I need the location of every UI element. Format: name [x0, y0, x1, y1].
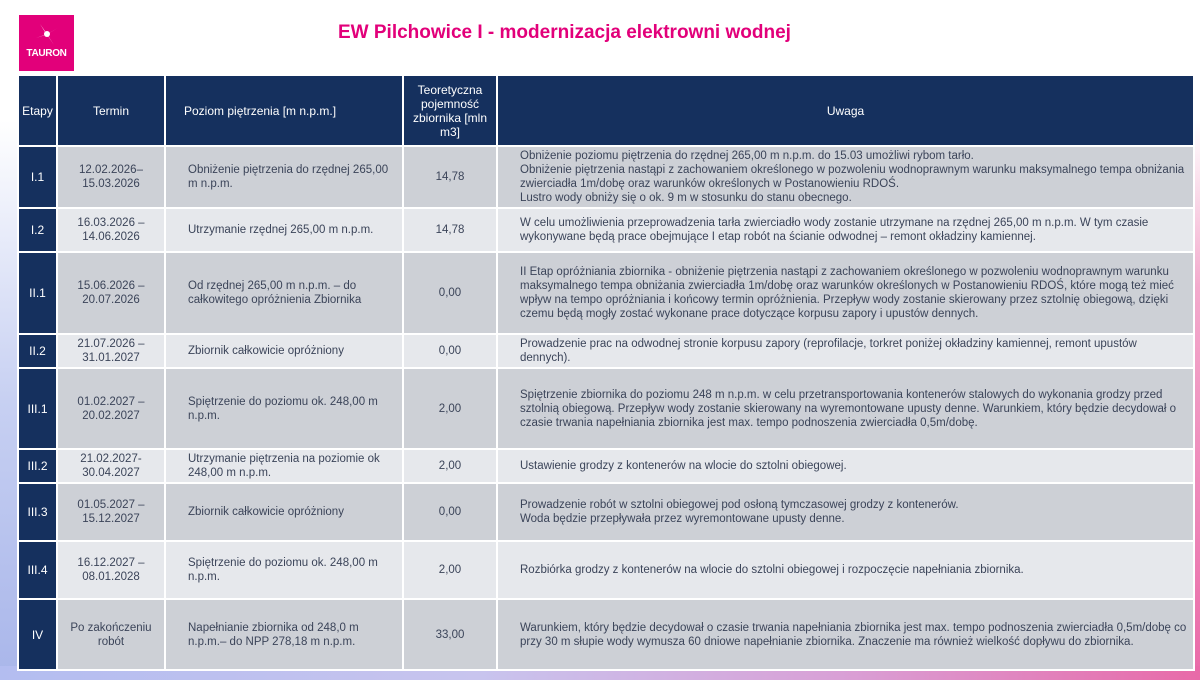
- notes-cell: Prowadzenie prac na odwodnej stronie kor…: [496, 333, 1195, 369]
- logo-brand-text: TAURON: [26, 48, 67, 59]
- stage-id-cell: III.4: [17, 540, 58, 600]
- capacity-cell: 2,00: [402, 540, 498, 600]
- capacity-cell: 2,00: [402, 367, 498, 450]
- tauron-logo: TAURON: [19, 15, 74, 71]
- water-level-cell: Od rzędnej 265,00 m n.p.m. – do całkowit…: [164, 251, 404, 335]
- capacity-cell: 0,00: [402, 251, 498, 335]
- header-poziom: Poziom piętrzenia [m n.p.m.]: [164, 74, 404, 147]
- notes-cell: W celu umożliwienia przeprowadzenia tarł…: [496, 207, 1195, 253]
- header-etapy: Etapy: [17, 74, 58, 147]
- notes-cell: Rozbiórka grodzy z kontenerów na wlocie …: [496, 540, 1195, 600]
- date-range-cell: 16.03.2026 – 14.06.2026: [56, 207, 166, 253]
- notes-cell: Ustawienie grodzy z kontenerów na wlocie…: [496, 448, 1195, 484]
- table-row: IV Po zakończeniu robót Napełnianie zbiorn…: [17, 598, 1195, 671]
- date-range-cell: 21.02.2027- 30.04.2027: [56, 448, 166, 484]
- table-row: I.2 16.03.2026 – 14.06.2026 Utrzymanie rzę…: [17, 207, 1195, 253]
- stage-id-cell: II.2: [17, 333, 58, 369]
- water-level-cell: Zbiornik całkowicie opróżniony: [164, 482, 404, 542]
- schedule-table: Etapy Termin Poziom piętrzenia [m n.p.m.…: [17, 74, 1195, 671]
- table-row: I.1 12.02.2026– 15.03.2026 Obniżenie piętr…: [17, 145, 1195, 209]
- stage-id-cell: IV: [17, 598, 58, 671]
- water-level-cell: Utrzymanie piętrzenia na poziomie ok 248…: [164, 448, 404, 484]
- date-range-cell: 21.07.2026 – 31.01.2027: [56, 333, 166, 369]
- capacity-cell: 0,00: [402, 333, 498, 369]
- table-header-row: Etapy Termin Poziom piętrzenia [m n.p.m.…: [17, 74, 1195, 147]
- water-level-cell: Utrzymanie rzędnej 265,00 m n.p.m.: [164, 207, 404, 253]
- capacity-cell: 14,78: [402, 145, 498, 209]
- date-range-cell: Po zakończeniu robót: [56, 598, 166, 671]
- table-row: III.3 01.05.2027 – 15.12.2027 Zbiornik cał…: [17, 482, 1195, 542]
- tauron-star-icon: [35, 24, 58, 45]
- date-range-cell: 12.02.2026– 15.03.2026: [56, 145, 166, 209]
- date-range-cell: 15.06.2026 – 20.07.2026: [56, 251, 166, 335]
- notes-cell: II Etap opróżniania zbiornika - obniżeni…: [496, 251, 1195, 335]
- water-level-cell: Spiętrzenie do poziomu ok. 248,00 m n.p.…: [164, 540, 404, 600]
- notes-cell: Warunkiem, który będzie decydował o czas…: [496, 598, 1195, 671]
- capacity-cell: 0,00: [402, 482, 498, 542]
- table-row: III.2 21.02.2027- 30.04.2027 Utrzymanie pi…: [17, 448, 1195, 484]
- stage-id-cell: II.1: [17, 251, 58, 335]
- stage-id-cell: III.1: [17, 367, 58, 450]
- stage-id-cell: III.3: [17, 482, 58, 542]
- water-level-cell: Zbiornik całkowicie opróżniony: [164, 333, 404, 369]
- capacity-cell: 2,00: [402, 448, 498, 484]
- header-termin: Termin: [56, 74, 166, 147]
- date-range-cell: 01.05.2027 – 15.12.2027: [56, 482, 166, 542]
- page-title: EW Pilchowice I - modernizacja elektrown…: [338, 22, 791, 43]
- capacity-cell: 14,78: [402, 207, 498, 253]
- date-range-cell: 01.02.2027 – 20.02.2027: [56, 367, 166, 450]
- notes-cell: Obniżenie poziomu piętrzenia do rzędnej …: [496, 145, 1195, 209]
- stage-id-cell: I.2: [17, 207, 58, 253]
- date-range-cell: 16.12.2027 – 08.01.2028: [56, 540, 166, 600]
- table-row: III.4 16.12.2027 – 08.01.2028 Spiętrzenie …: [17, 540, 1195, 600]
- water-level-cell: Obniżenie piętrzenia do rzędnej 265,00 m…: [164, 145, 404, 209]
- stage-id-cell: III.2: [17, 448, 58, 484]
- table-row: II.1 15.06.2026 – 20.07.2026 Od rzędnej 26…: [17, 251, 1195, 335]
- table-row: II.2 21.07.2026 – 31.01.2027 Zbiornik całk…: [17, 333, 1195, 369]
- water-level-cell: Napełnianie zbiornika od 248,0 m n.p.m.–…: [164, 598, 404, 671]
- header-uwaga: Uwaga: [496, 74, 1195, 147]
- stage-id-cell: I.1: [17, 145, 58, 209]
- table-row: III.1 01.02.2027 – 20.02.2027 Spiętrzenie …: [17, 367, 1195, 450]
- notes-cell: Spiętrzenie zbiornika do poziomu 248 m n…: [496, 367, 1195, 450]
- notes-cell: Prowadzenie robót w sztolni obiegowej po…: [496, 482, 1195, 542]
- capacity-cell: 33,00: [402, 598, 498, 671]
- header-pojemnosc: Teoretyczna pojemność zbiornika [mln m3]: [402, 74, 498, 147]
- water-level-cell: Spiętrzenie do poziomu ok. 248,00 m n.p.…: [164, 367, 404, 450]
